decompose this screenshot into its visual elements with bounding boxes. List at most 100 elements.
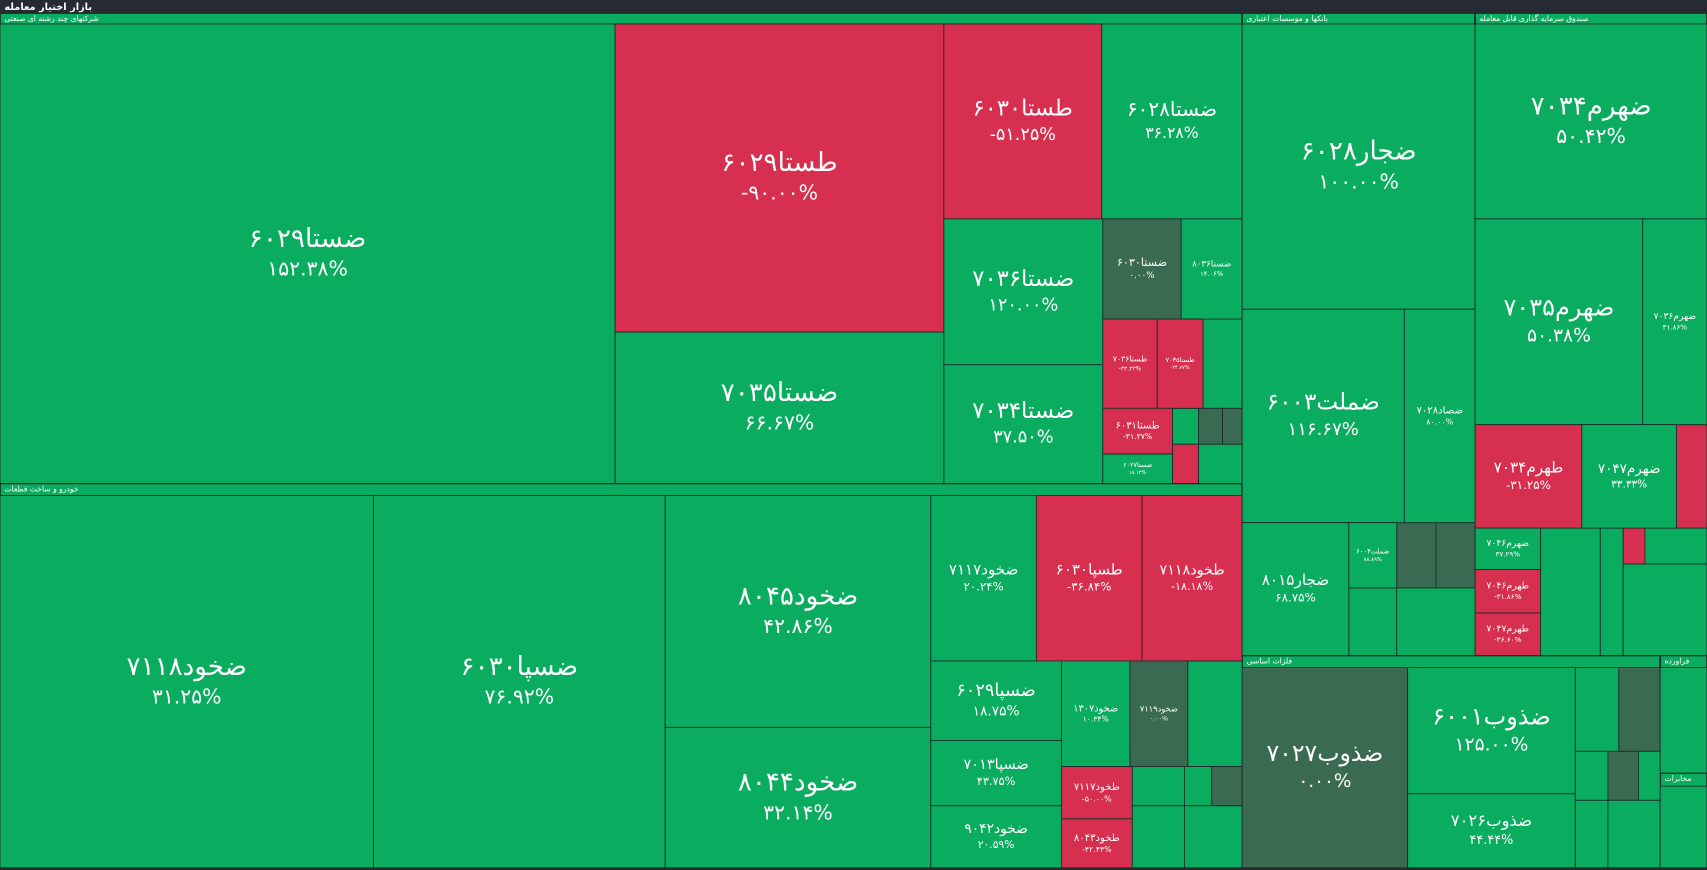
small-tile xyxy=(1184,766,1213,807)
tile-name: طخود۷۱۱۷ xyxy=(1074,782,1120,793)
small-tile xyxy=(1618,667,1661,752)
tile xyxy=(1141,494,1243,662)
small-tile xyxy=(1622,527,1646,565)
tile-change: ۴۲.۸۶% xyxy=(763,614,833,638)
tile-name: ضستا۷۰۳۴ xyxy=(972,398,1074,424)
tile-change: ۱۲۵.۰۰% xyxy=(1455,734,1529,755)
tile-name: ضذوب۷۰۲۷ xyxy=(1266,739,1383,767)
tile xyxy=(1581,424,1677,529)
tile-name: طستا۶۰۳۰ xyxy=(973,96,1073,122)
tile-change: -۵۰.۰۰% xyxy=(1082,794,1112,803)
tile-name: ضستا۷۰۳۵ xyxy=(721,378,838,408)
chart-title: بازار اختیار معامله xyxy=(4,2,92,13)
small-tile xyxy=(1202,318,1243,409)
tile xyxy=(0,23,616,484)
small-tile xyxy=(1396,587,1476,656)
tile-name: ضهرم۷۰۴۶ xyxy=(1487,538,1530,549)
tile-name: ضخود۸۰۴۵ xyxy=(738,582,858,612)
tile-change: ۳۳.۳۳% xyxy=(1611,478,1647,490)
tile xyxy=(614,23,945,333)
tile xyxy=(1102,407,1173,455)
small-tile xyxy=(1198,443,1243,484)
tile xyxy=(1102,218,1182,320)
small-tile xyxy=(1211,766,1243,807)
tile-name: ضستا۶۰۲۷ xyxy=(1123,461,1153,469)
tile-name: ضذوب۶۰۰۱ xyxy=(1432,702,1550,730)
tile xyxy=(1407,793,1576,869)
tile-change: ۱۱۶.۶۷% xyxy=(1288,419,1359,440)
small-tile xyxy=(1222,407,1243,445)
tile-change: -۳۶.۶۰% xyxy=(1494,635,1522,644)
tile-change: -۳۱.۲۵% xyxy=(1506,478,1551,492)
small-tile xyxy=(1622,563,1707,656)
tile xyxy=(1241,667,1409,869)
tile-name: طخود۷۱۱۸ xyxy=(1160,562,1225,578)
tile-name: ضستا۶۰۲۸ xyxy=(1127,97,1217,121)
small-tile xyxy=(1607,750,1639,801)
tile xyxy=(930,494,1037,662)
tile-change: -۱۸.۱۸% xyxy=(1171,580,1213,593)
small-tile xyxy=(1574,750,1609,801)
tile xyxy=(1407,667,1576,795)
tile-name: ضهرم۷۰۳۶ xyxy=(1654,311,1697,322)
small-tile xyxy=(1187,660,1243,767)
tile-change: ۶۶.۶۷% xyxy=(745,410,815,434)
tile-name: ضسپا۷۰۱۳ xyxy=(964,757,1029,773)
tile-change: -۲۴.۷۷% xyxy=(1171,365,1190,371)
tile xyxy=(930,660,1062,741)
tile-name: ضسپا۶۰۳۰ xyxy=(461,652,578,682)
small-tile xyxy=(1676,424,1707,529)
tile xyxy=(372,494,666,869)
tile-name: ضستا۶۰۳۰ xyxy=(1117,256,1167,269)
group-title: فلزات اساسی xyxy=(1247,656,1293,665)
tile-name: طخود۸۰۴۳ xyxy=(1074,833,1120,844)
small-tile xyxy=(1540,527,1601,656)
tile xyxy=(1241,23,1476,310)
tile-name: ضهرم۷۰۴۷ xyxy=(1598,461,1661,477)
tile-change: ۵۰.۳۸% xyxy=(1527,326,1591,347)
tile xyxy=(1101,23,1243,220)
tile-name: ضخود۷۱۱۹ xyxy=(1140,704,1178,714)
tile xyxy=(1474,527,1541,570)
tile-change: ۱۸.۱۳% xyxy=(1129,470,1147,476)
tile-change: ۷۶.۹۲% xyxy=(484,684,554,708)
group-title: شرکتهای چند رشته ای صنعتی xyxy=(4,14,99,23)
tile-change: ۰.۰۰% xyxy=(1298,771,1351,792)
tile xyxy=(943,364,1104,484)
small-tile xyxy=(1637,750,1661,801)
tile-name: ضخود۱۳۰۷ xyxy=(1073,703,1118,714)
tile xyxy=(943,218,1104,366)
tile xyxy=(1129,660,1189,767)
tile xyxy=(930,805,1062,869)
tile-name: ضجار۶۰۲۸ xyxy=(1301,137,1417,167)
tile-change: ۸۸.۸۹% xyxy=(1364,557,1382,563)
tile xyxy=(1060,818,1133,869)
tile-change: ۳۶.۲۸% xyxy=(1145,123,1198,142)
tile-name: ضذوب۷۰۲۶ xyxy=(1451,811,1532,831)
tile xyxy=(1060,766,1133,820)
small-tile xyxy=(1599,527,1624,656)
tile-name: ضخود۷۱۱۷ xyxy=(949,560,1018,578)
tile-change: -۹۰.۰۰% xyxy=(741,181,818,205)
tile xyxy=(1642,218,1707,426)
tile-name: طستا۶۰۲۹ xyxy=(721,148,837,178)
tile-change: -۵۱.۲۵% xyxy=(990,125,1056,145)
tile-change: ۱۰.۳۴% xyxy=(1083,715,1109,724)
tile-name: ضهرم۷۰۳۵ xyxy=(1504,294,1615,322)
tile-change: ۰.۰۰% xyxy=(1150,715,1168,723)
tile-change: -۳۱.۳۷% xyxy=(1123,432,1152,441)
tile-change: -۳۱.۸۶% xyxy=(1494,592,1522,601)
group-title: صندوق سرمایه گذاری قابل معامله xyxy=(1479,14,1588,23)
tile-change: ۳۱.۸۶% xyxy=(1663,322,1688,331)
small-tile xyxy=(1172,407,1200,445)
small-tile xyxy=(1198,407,1223,445)
tile xyxy=(1474,218,1644,426)
header-bar xyxy=(0,0,1707,14)
group-title: بانکها و موسسات اعتباری xyxy=(1247,14,1328,23)
tile-name: ضخود۸۰۴۴ xyxy=(738,768,858,798)
tile xyxy=(1035,494,1143,662)
tile-name: ضخود۹۰۴۲ xyxy=(964,821,1027,837)
tile-name: ضملت۶۰۰۳ xyxy=(1267,389,1380,416)
tile xyxy=(614,331,945,484)
